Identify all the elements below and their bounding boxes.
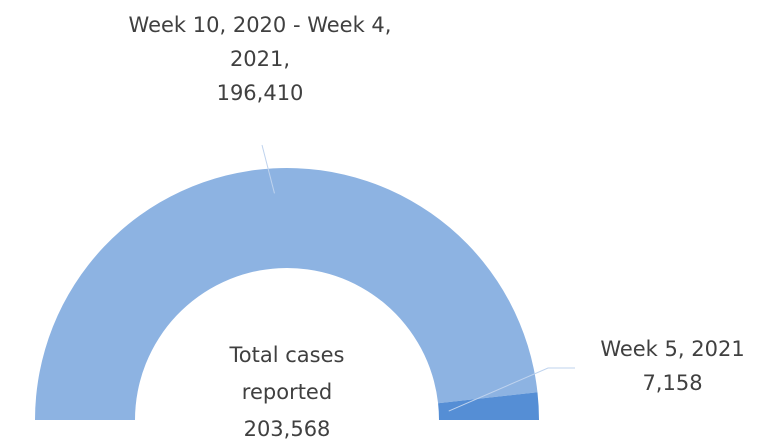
data-label-category: Week 5, 2021	[600, 337, 745, 361]
data-label-category: Week 10, 2020 - Week 4, 2021,	[128, 13, 392, 71]
leader-line	[261, 144, 275, 194]
data-label: Week 5, 2021 7,158	[565, 332, 777, 400]
center-label-line: 203,568	[243, 417, 331, 441]
donut-segment	[35, 167, 538, 420]
center-label-line: reported	[241, 380, 333, 404]
center-label-line: Total cases	[229, 343, 345, 367]
donut-segment	[438, 392, 539, 420]
center-label: Total cases reported 203,568	[187, 337, 387, 448]
leader-line	[448, 367, 575, 412]
data-label: Week 10, 2020 - Week 4, 2021, 196,410	[120, 8, 400, 110]
data-label-value: 196,410	[216, 81, 304, 105]
data-label-value: 7,158	[642, 371, 703, 395]
